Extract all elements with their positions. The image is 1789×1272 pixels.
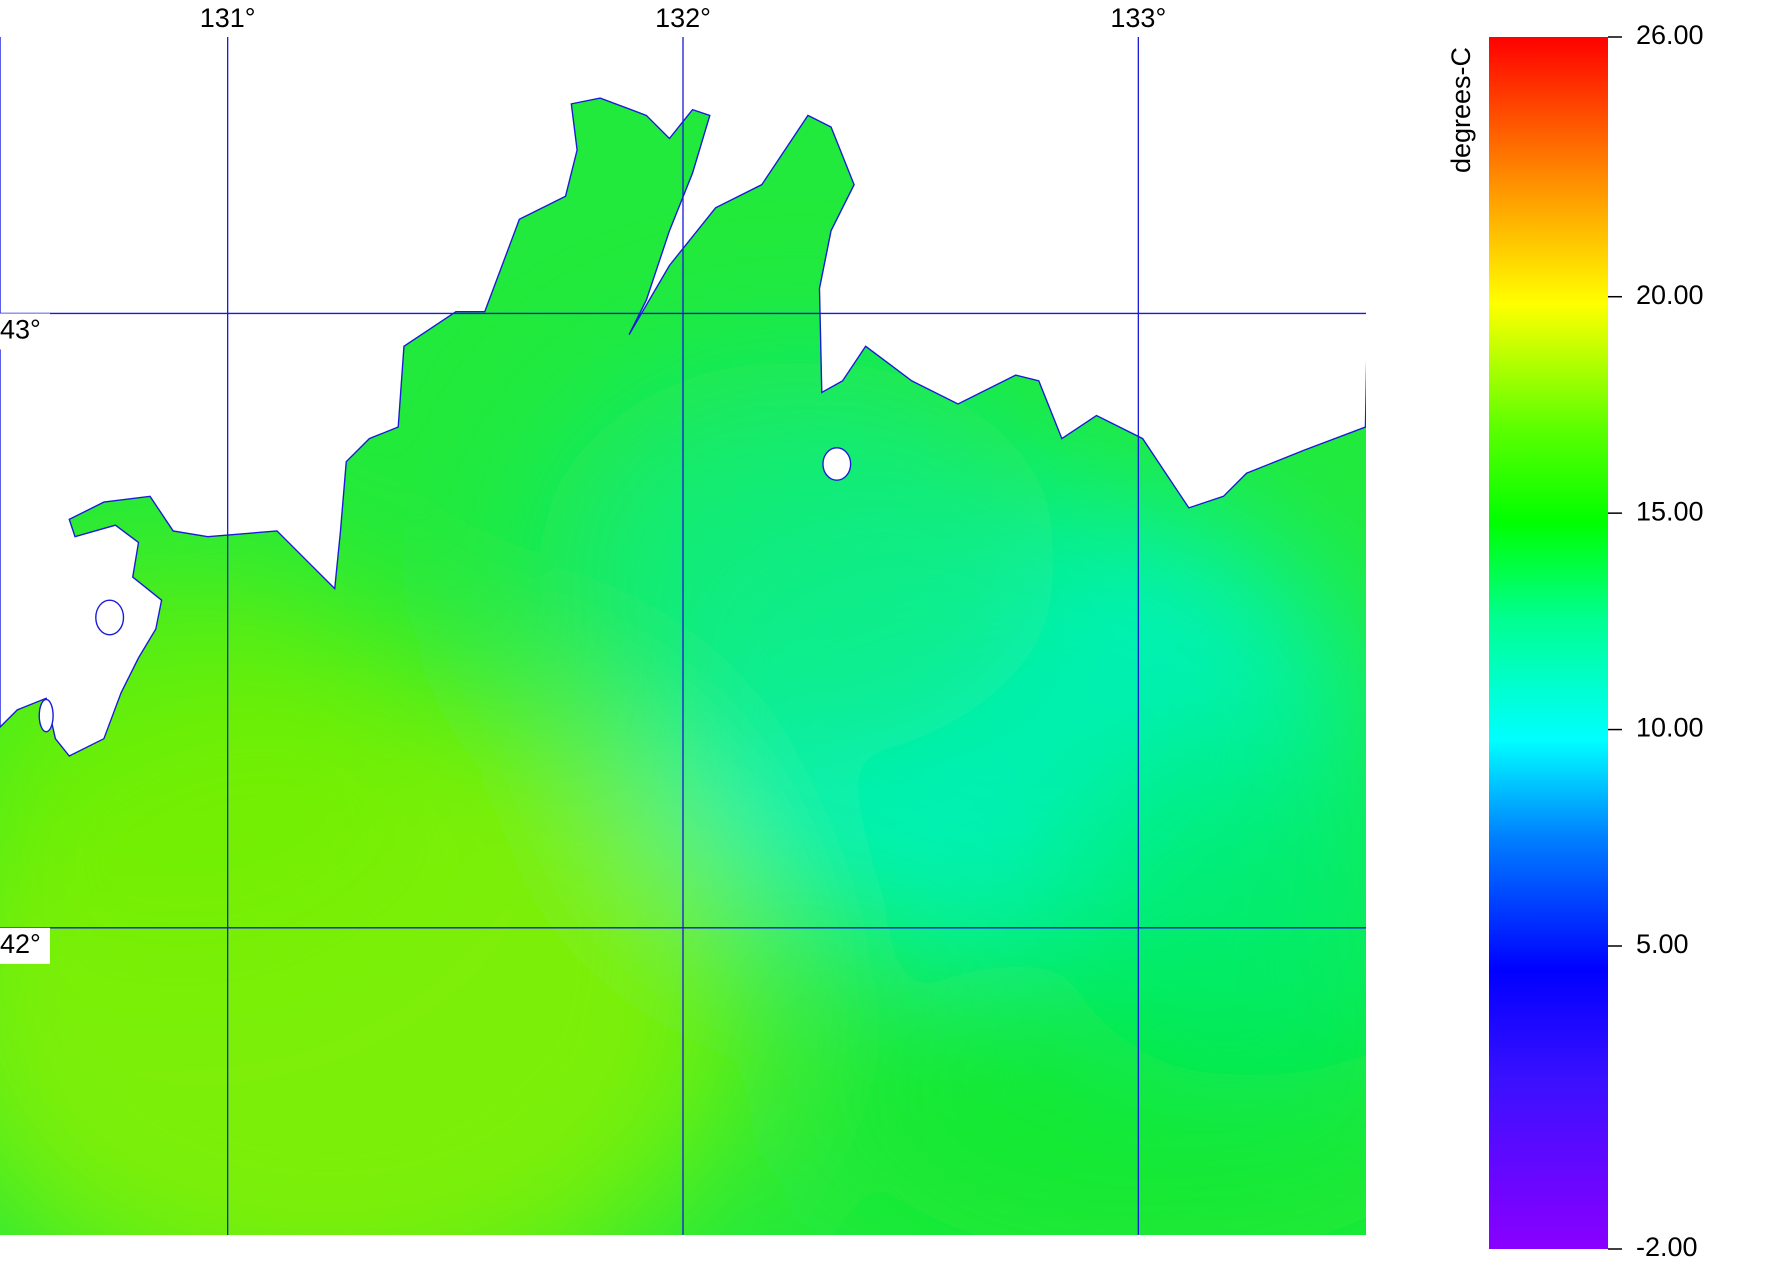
colorbar-tick-label: -2.00 — [1636, 1232, 1698, 1262]
lon-label: 132° — [655, 3, 711, 33]
land — [0, 37, 1366, 757]
colorbar-tick-label: 20.00 — [1636, 280, 1704, 310]
lat-label: 42° — [0, 929, 41, 959]
colorbar-tick-label: 10.00 — [1636, 713, 1704, 743]
sst-field — [0, 37, 1366, 1235]
lat-label-bg — [0, 927, 50, 964]
colorbar-tick-label: 26.00 — [1636, 20, 1704, 50]
colorbar-label: degrees-C — [1446, 47, 1476, 173]
lat-label-bg — [0, 313, 50, 350]
colorbar-tick-label: 15.00 — [1636, 496, 1704, 526]
colorbar-tick-label: 5.00 — [1636, 929, 1689, 959]
lon-label: 131° — [200, 3, 256, 33]
lon-label: 133° — [1110, 3, 1166, 33]
lat-label: 43° — [0, 315, 41, 345]
graticule — [0, 37, 1366, 1235]
colorbar — [1489, 37, 1608, 1249]
